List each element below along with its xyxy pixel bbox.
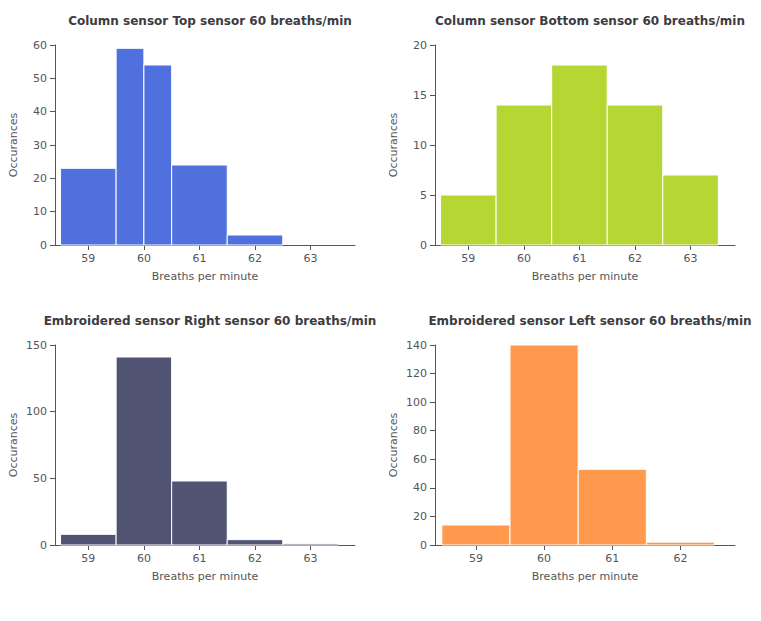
svg-text:20: 20 [413,39,427,52]
svg-text:62: 62 [628,252,642,265]
svg-text:63: 63 [684,252,698,265]
svg-text:63: 63 [304,552,318,565]
svg-text:Breaths per minute: Breaths per minute [152,570,259,583]
svg-text:150: 150 [26,339,47,352]
svg-text:Embroidered sensor Left sensor: Embroidered sensor Left sensor 60 breath… [428,314,751,328]
svg-text:Column sensor Bottom sensor 60: Column sensor Bottom sensor 60 breaths/m… [435,14,745,28]
svg-text:140: 140 [406,339,427,352]
svg-text:Embroidered sensor Right senso: Embroidered sensor Right sensor 60 breat… [44,314,377,328]
svg-text:80: 80 [413,424,427,437]
svg-text:60: 60 [517,252,531,265]
svg-text:60: 60 [137,552,151,565]
svg-text:Breaths per minute: Breaths per minute [532,270,639,283]
svg-text:15: 15 [413,89,427,102]
svg-text:Column sensor Top sensor 60 br: Column sensor Top sensor 60 breaths/min [68,14,352,28]
svg-text:62: 62 [248,552,262,565]
svg-text:60: 60 [537,552,551,565]
svg-text:5: 5 [420,189,427,202]
svg-text:30: 30 [33,139,47,152]
svg-text:Occurances: Occurances [387,412,400,477]
svg-text:10: 10 [413,139,427,152]
svg-text:59: 59 [81,252,95,265]
svg-text:61: 61 [192,252,206,265]
svg-text:59: 59 [469,552,483,565]
svg-text:59: 59 [81,552,95,565]
svg-text:63: 63 [304,252,318,265]
svg-text:20: 20 [33,172,47,185]
svg-text:50: 50 [33,472,47,485]
svg-text:Occurances: Occurances [387,112,400,177]
svg-text:100: 100 [406,396,427,409]
svg-text:50: 50 [33,72,47,85]
svg-text:Occurances: Occurances [7,112,20,177]
svg-text:61: 61 [192,552,206,565]
svg-text:62: 62 [673,552,687,565]
svg-text:Occurances: Occurances [7,412,20,477]
svg-text:61: 61 [605,552,619,565]
svg-text:120: 120 [406,367,427,380]
svg-text:Breaths per minute: Breaths per minute [532,570,639,583]
svg-text:0: 0 [420,539,427,552]
svg-text:0: 0 [40,539,47,552]
svg-text:100: 100 [26,405,47,418]
svg-text:60: 60 [33,39,47,52]
svg-text:10: 10 [33,205,47,218]
svg-text:0: 0 [40,239,47,252]
svg-text:60: 60 [413,453,427,466]
svg-text:40: 40 [413,481,427,494]
svg-text:20: 20 [413,510,427,523]
svg-text:62: 62 [248,252,262,265]
svg-text:59: 59 [461,252,475,265]
svg-text:Breaths per minute: Breaths per minute [152,270,259,283]
svg-text:61: 61 [572,252,586,265]
svg-text:60: 60 [137,252,151,265]
svg-text:40: 40 [33,105,47,118]
svg-text:0: 0 [420,239,427,252]
